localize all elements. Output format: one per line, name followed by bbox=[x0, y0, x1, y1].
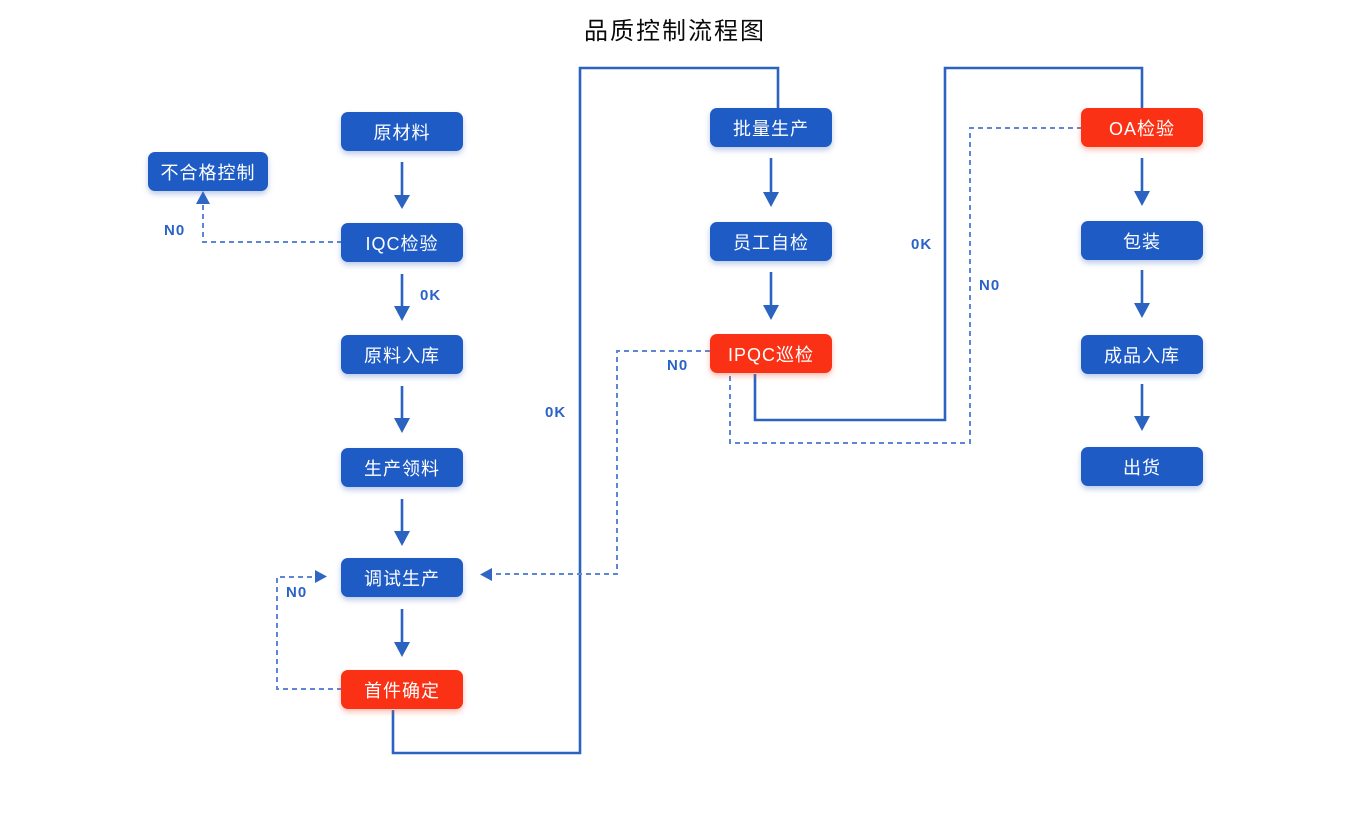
node-ipqc-patrol: IPQC巡检 bbox=[710, 334, 832, 373]
node-label: 调试生产 bbox=[364, 568, 440, 589]
node-batch-production: 批量生产 bbox=[710, 108, 832, 147]
arrow-selfcheck-to-ipqc bbox=[763, 272, 779, 320]
node-label: 不合格控制 bbox=[160, 162, 256, 183]
node-label: 原材料 bbox=[373, 122, 431, 143]
edge-label-ipqc-no: N0 bbox=[667, 357, 689, 374]
node-label: IPQC巡检 bbox=[727, 344, 814, 365]
node-label: 批量生产 bbox=[733, 118, 809, 139]
node-finished-goods-stock: 成品入库 bbox=[1081, 335, 1203, 374]
arrow-batch-to-selfcheck bbox=[763, 158, 779, 207]
node-label: OA检验 bbox=[1108, 118, 1175, 139]
route-ipqc-no-to-trial bbox=[480, 350, 710, 581]
arrow-iqc-to-warehouse bbox=[394, 274, 410, 321]
node-first-piece-confirm: 首件确定 bbox=[341, 670, 463, 709]
node-label: 生产领料 bbox=[364, 458, 440, 479]
node-label: 出货 bbox=[1123, 457, 1161, 478]
edge-label-iqc-ok: 0K bbox=[420, 287, 442, 304]
node-trial-production: 调试生产 bbox=[341, 558, 463, 597]
arrow-warehouse-to-picking bbox=[394, 386, 410, 433]
node-employee-selfcheck: 员工自检 bbox=[710, 222, 832, 261]
node-label: 员工自检 bbox=[733, 232, 809, 253]
node-label: 包装 bbox=[1123, 231, 1161, 252]
node-production-picking: 生产领料 bbox=[341, 448, 463, 487]
node-shipment: 出货 bbox=[1081, 447, 1203, 486]
edge-label-firstpiece-no: N0 bbox=[286, 584, 308, 601]
node-label: 原料入库 bbox=[364, 345, 440, 366]
arrow-packing-to-stock bbox=[1134, 270, 1150, 318]
route-oa-no-to-ipqc bbox=[729, 127, 1082, 444]
node-oa-inspection: OA检验 bbox=[1081, 108, 1203, 147]
edge-label-firstpiece-ok: 0K bbox=[545, 404, 567, 421]
route-ipqc-ok-to-oa bbox=[753, 66, 1144, 422]
arrow-stock-to-ship bbox=[1134, 384, 1150, 431]
node-label: 首件确定 bbox=[364, 680, 440, 701]
edge-label-oa-no: N0 bbox=[979, 277, 1001, 294]
arrow-oa-to-packing bbox=[1134, 158, 1150, 206]
node-reject-control: 不合格控制 bbox=[148, 152, 268, 191]
node-raw-material: 原材料 bbox=[341, 112, 463, 151]
route-firstpiece-no-to-trial bbox=[276, 570, 342, 690]
node-label: 成品入库 bbox=[1104, 345, 1180, 366]
arrow-trial-to-firstpiece bbox=[394, 609, 410, 657]
page-title: 品质控制流程图 bbox=[584, 19, 766, 45]
arrow-picking-to-trial bbox=[394, 499, 410, 546]
node-packing: 包装 bbox=[1081, 221, 1203, 260]
node-material-warehouse: 原料入库 bbox=[341, 335, 463, 374]
route-firstpiece-ok-to-batch bbox=[391, 66, 780, 755]
edge-label-ipqc-ok: 0K bbox=[911, 236, 933, 253]
route-iqc-no-to-reject bbox=[196, 191, 342, 243]
node-iqc-inspection: IQC检验 bbox=[341, 223, 463, 262]
arrow-raw-to-iqc bbox=[394, 162, 410, 209]
edge-label-iqc-no: N0 bbox=[164, 222, 186, 239]
node-label: IQC检验 bbox=[365, 233, 439, 254]
